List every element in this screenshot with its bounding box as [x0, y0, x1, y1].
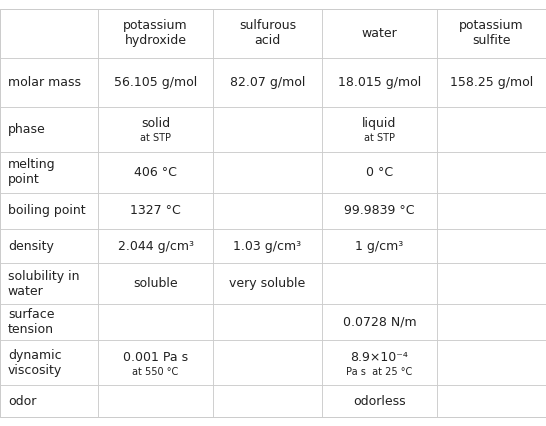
Text: potassium
sulfite: potassium sulfite	[459, 19, 524, 47]
Bar	[437, 386, 546, 417]
Bar	[213, 58, 322, 107]
Bar	[322, 193, 437, 229]
Text: 406 °C: 406 °C	[134, 166, 177, 179]
Bar	[437, 152, 546, 193]
Bar	[98, 193, 213, 229]
Bar	[213, 107, 322, 152]
Bar	[98, 58, 213, 107]
Text: 1 g/cm³: 1 g/cm³	[355, 240, 403, 253]
Bar	[437, 229, 546, 263]
Text: at STP: at STP	[140, 133, 171, 144]
Text: 158.25 g/mol: 158.25 g/mol	[450, 76, 533, 89]
Bar	[98, 229, 213, 263]
Bar	[213, 229, 322, 263]
Text: at 550 °C: at 550 °C	[133, 367, 179, 377]
Bar	[98, 152, 213, 193]
Bar	[98, 386, 213, 417]
Bar	[437, 193, 546, 229]
Text: liquid: liquid	[363, 117, 396, 130]
Text: melting
point: melting point	[8, 158, 56, 186]
Text: 2.044 g/cm³: 2.044 g/cm³	[117, 240, 194, 253]
Bar	[437, 340, 546, 386]
Bar	[437, 263, 546, 304]
Bar	[98, 340, 213, 386]
Bar	[213, 386, 322, 417]
Text: 1327 °C: 1327 °C	[130, 204, 181, 217]
Text: Pa s  at 25 °C: Pa s at 25 °C	[346, 367, 413, 377]
Text: dynamic
viscosity: dynamic viscosity	[8, 349, 62, 377]
Text: very soluble: very soluble	[229, 277, 306, 290]
Text: solubility in
water: solubility in water	[8, 270, 79, 298]
Text: molar mass: molar mass	[8, 76, 81, 89]
Text: 0 °C: 0 °C	[366, 166, 393, 179]
Bar	[322, 58, 437, 107]
Bar	[0, 340, 98, 386]
Bar	[322, 152, 437, 193]
Text: 0.001 Pa s: 0.001 Pa s	[123, 351, 188, 363]
Bar	[98, 263, 213, 304]
Bar	[322, 9, 437, 58]
Bar	[437, 304, 546, 340]
Text: soluble: soluble	[133, 277, 178, 290]
Bar	[322, 107, 437, 152]
Bar	[0, 386, 98, 417]
Bar	[437, 58, 546, 107]
Bar	[437, 9, 546, 58]
Bar	[0, 107, 98, 152]
Bar	[322, 229, 437, 263]
Bar	[322, 304, 437, 340]
Bar	[98, 107, 213, 152]
Text: 99.9839 °C: 99.9839 °C	[344, 204, 415, 217]
Text: at STP: at STP	[364, 133, 395, 144]
Text: water: water	[361, 27, 397, 40]
Text: potassium
hydroxide: potassium hydroxide	[123, 19, 188, 47]
Bar	[213, 304, 322, 340]
Bar	[0, 263, 98, 304]
Text: 56.105 g/mol: 56.105 g/mol	[114, 76, 197, 89]
Text: solid: solid	[141, 117, 170, 130]
Bar	[322, 386, 437, 417]
Bar	[0, 304, 98, 340]
Text: odor: odor	[8, 395, 36, 408]
Bar	[0, 193, 98, 229]
Bar	[213, 263, 322, 304]
Text: odorless: odorless	[353, 395, 406, 408]
Text: density: density	[8, 240, 54, 253]
Bar	[0, 58, 98, 107]
Text: phase: phase	[8, 123, 46, 136]
Bar	[0, 152, 98, 193]
Bar	[437, 107, 546, 152]
Text: 82.07 g/mol: 82.07 g/mol	[230, 76, 305, 89]
Bar	[213, 152, 322, 193]
Text: sulfurous
acid: sulfurous acid	[239, 19, 296, 47]
Bar	[213, 9, 322, 58]
Bar	[98, 9, 213, 58]
Bar	[98, 304, 213, 340]
Bar	[322, 263, 437, 304]
Bar	[0, 229, 98, 263]
Bar	[213, 340, 322, 386]
Bar	[0, 9, 98, 58]
Text: 1.03 g/cm³: 1.03 g/cm³	[234, 240, 301, 253]
Bar	[213, 193, 322, 229]
Text: boiling point: boiling point	[8, 204, 86, 217]
Bar	[322, 340, 437, 386]
Text: 8.9×10⁻⁴: 8.9×10⁻⁴	[351, 351, 408, 363]
Text: surface
tension: surface tension	[8, 308, 55, 336]
Text: 0.0728 N/m: 0.0728 N/m	[343, 316, 416, 329]
Text: 18.015 g/mol: 18.015 g/mol	[338, 76, 421, 89]
